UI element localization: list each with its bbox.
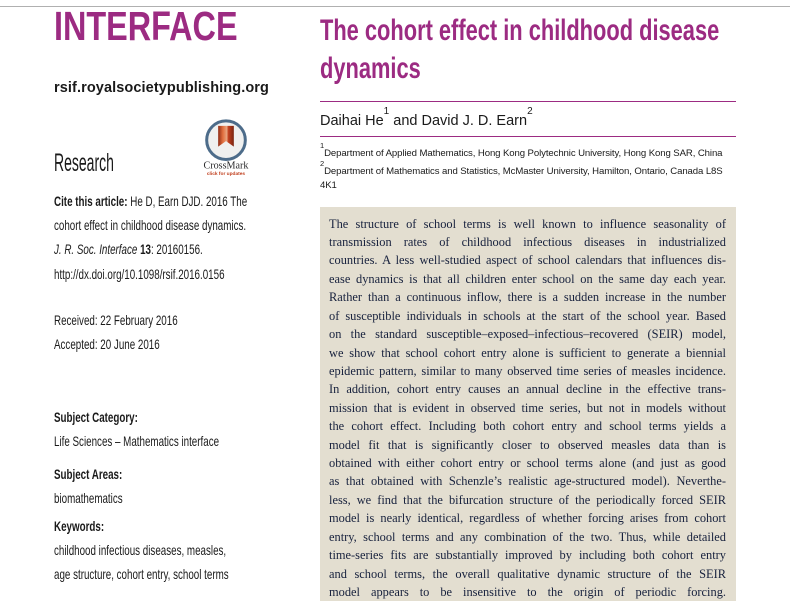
svg-text:click for updates: click for updates xyxy=(207,171,246,177)
svg-text:CrossMark: CrossMark xyxy=(204,161,249,172)
